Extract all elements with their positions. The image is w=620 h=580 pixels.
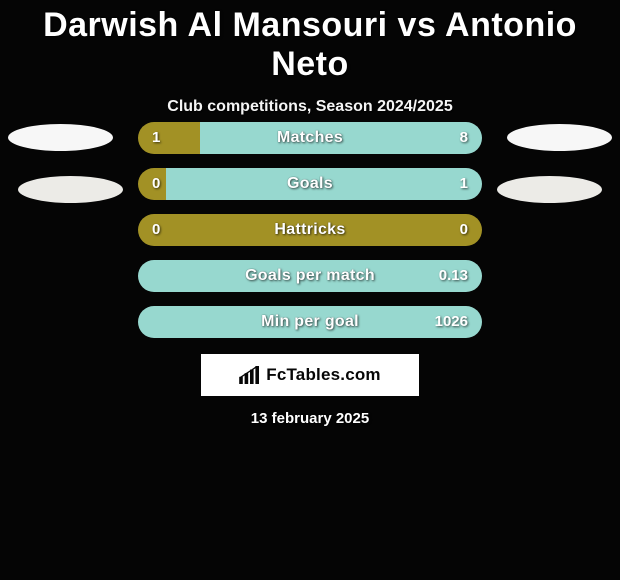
bar-left <box>138 122 200 154</box>
brand-bars-icon <box>239 366 261 384</box>
page-title: Darwish Al Mansouri vs Antonio Neto <box>0 0 620 84</box>
bar-right <box>138 260 482 292</box>
stat-row: Goals per match0.13 <box>0 260 620 292</box>
brand-box: FcTables.com <box>201 354 419 396</box>
bar-track <box>138 214 482 246</box>
bar-right <box>166 168 482 200</box>
bar-right <box>200 122 482 154</box>
bar-right <box>138 306 482 338</box>
brand-text: FcTables.com <box>266 365 381 385</box>
bar-track <box>138 306 482 338</box>
subtitle: Club competitions, Season 2024/2025 <box>0 98 620 116</box>
stat-row: Hattricks00 <box>0 214 620 246</box>
bar-track <box>138 168 482 200</box>
bar-track <box>138 122 482 154</box>
date: 13 february 2025 <box>0 410 620 427</box>
stat-rows: Matches18 Goals01 Hattricks00 Goals per mat… <box>0 122 620 352</box>
bar-left <box>138 168 166 200</box>
stat-row: Min per goal1026 <box>0 306 620 338</box>
bar-left <box>138 214 482 246</box>
bar-track <box>138 260 482 292</box>
stat-row: Goals01 <box>0 168 620 200</box>
stat-row: Matches18 <box>0 122 620 154</box>
